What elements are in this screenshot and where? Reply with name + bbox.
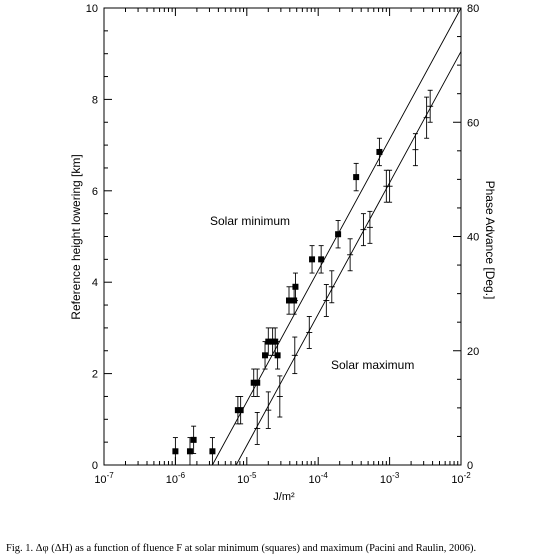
y2-tick-label: 60 (467, 117, 479, 129)
data-point-square (353, 174, 360, 181)
data-point-square (262, 352, 269, 359)
annotation-solar-maximum: Solar maximum (331, 358, 414, 372)
y-tick-label: 0 (92, 460, 98, 472)
data-point-square (286, 297, 293, 304)
x-axis-label: J/m² (273, 491, 295, 503)
x-tick-label: 10-5 (237, 471, 257, 486)
y-tick-label: 2 (92, 369, 98, 381)
y-tick-label: 10 (86, 3, 98, 15)
y2-tick-label: 0 (467, 460, 473, 472)
x-tick-label: 10-7 (94, 471, 114, 486)
data-point-square (265, 338, 272, 345)
x-tick-label: 10-2 (451, 471, 471, 486)
data-point-square (186, 448, 193, 455)
y-axis-label: Reference height lowering [km] (69, 154, 83, 319)
x-tick-label: 10-6 (166, 471, 186, 486)
chart: 10-7 10-6 10-5 10-4 10-3 10-20246810020406080… (69, 3, 497, 503)
y-tick-label: 8 (92, 94, 98, 106)
x-tick-label: 10-4 (309, 471, 329, 486)
y2-tick-label: 80 (467, 3, 479, 15)
data-point-square (376, 148, 383, 155)
data-point-square (254, 379, 261, 386)
y2-tick-label: 40 (467, 232, 479, 244)
data-points (172, 89, 434, 466)
y2-tick-label: 20 (467, 346, 479, 358)
data-point-square (335, 231, 342, 238)
data-point-square (190, 436, 197, 443)
fit-line-series-2 (235, 51, 461, 465)
data-point-square (209, 448, 216, 455)
y2-axis-label: Phase Advance [Deg.] (483, 181, 497, 300)
figure-caption: Fig. 1. Δφ (ΔH) as a function of fluence… (6, 543, 477, 554)
data-point-square (172, 448, 179, 455)
data-point-square (309, 256, 316, 263)
data-point-square (274, 352, 281, 359)
x-tick-label: 10-3 (380, 471, 400, 486)
annotation-solar-minimum: Solar minimum (210, 214, 290, 228)
y-tick-label: 4 (92, 277, 98, 289)
y-tick-label: 6 (92, 186, 98, 198)
data-point-square (292, 283, 299, 290)
data-point-square (237, 407, 244, 414)
data-point-square (250, 379, 257, 386)
data-point-square (318, 256, 325, 263)
